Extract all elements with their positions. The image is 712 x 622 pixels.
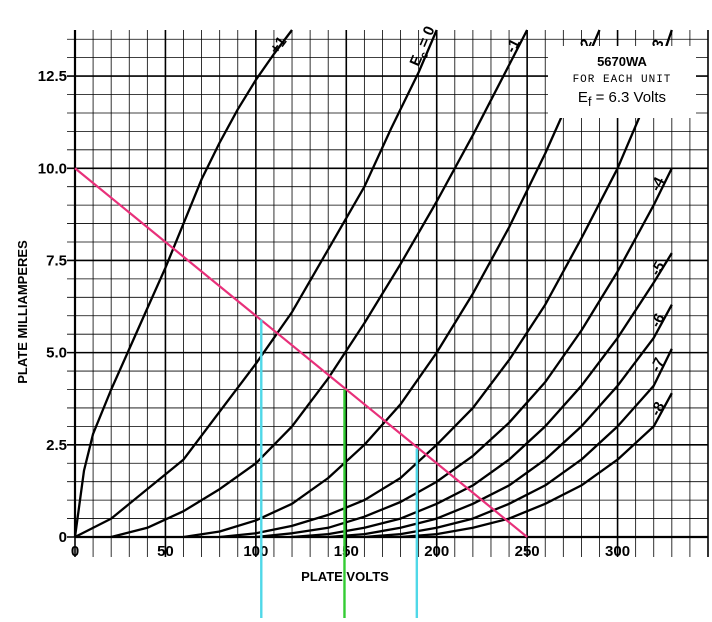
drop-lines [260,319,419,618]
axes [73,30,708,539]
curve--1 [110,29,529,539]
curve--5 [291,252,673,539]
y-tick-label: 7.5 [46,252,67,269]
y-tick-label: 0 [59,529,67,546]
curve-label--4: -4 [647,174,668,194]
x-tick-label: 150 [334,543,359,560]
y-tick-label: 10.0 [38,160,67,177]
x-tick-label: 0 [71,543,79,560]
info-box: 5670WA FOR EACH UNIT Ef = 6.3 Volts [548,46,696,118]
x-tick-label: 250 [515,543,540,560]
x-axis-label: PLATE VOLTS [301,569,389,584]
curve-label-sub: c [418,50,431,60]
info-subtitle: FOR EACH UNIT [572,74,672,86]
curve--7 [364,348,673,539]
curve-+1 [73,29,293,538]
load-line-segment [74,167,528,538]
filament-sub: f [587,95,592,109]
curve-0 [74,29,438,539]
curve-label--7: -7 [647,355,668,374]
y-axis-label: PLATE MILLIAMPERES [15,240,30,384]
plate-curves [73,29,673,539]
x-tick-label: 300 [605,543,630,560]
tube-model: 5670WA [597,54,647,69]
curve-label--6: -6 [647,311,668,331]
load-line [74,167,528,538]
y-tick-label: 5.0 [46,345,67,362]
x-tick-label: 200 [424,543,449,560]
curve--2 [183,29,601,539]
x-tick-label: 50 [157,543,174,560]
filament-voltage: Ef = 6.3 Volts [548,89,696,109]
curve-label-value: = 0 [413,24,439,54]
curve--3 [219,29,673,539]
y-tick-label: 12.5 [38,68,67,85]
filament-rest: = 6.3 Volts [591,89,667,106]
curve--4 [255,167,673,539]
curve-label-+1: +1 [266,33,290,57]
curve--6 [328,304,673,539]
curve--8 [400,392,673,539]
x-tick-label: 100 [243,543,268,560]
filament-prefix: E [577,89,588,106]
grid [67,30,709,557]
curve-label--8: -8 [647,399,668,419]
tick-labels: 0 50 100 150 200 250 300 0 2.5 5.0 7.5 10.0 12.5 [38,68,630,560]
y-tick-label: 2.5 [46,437,67,454]
